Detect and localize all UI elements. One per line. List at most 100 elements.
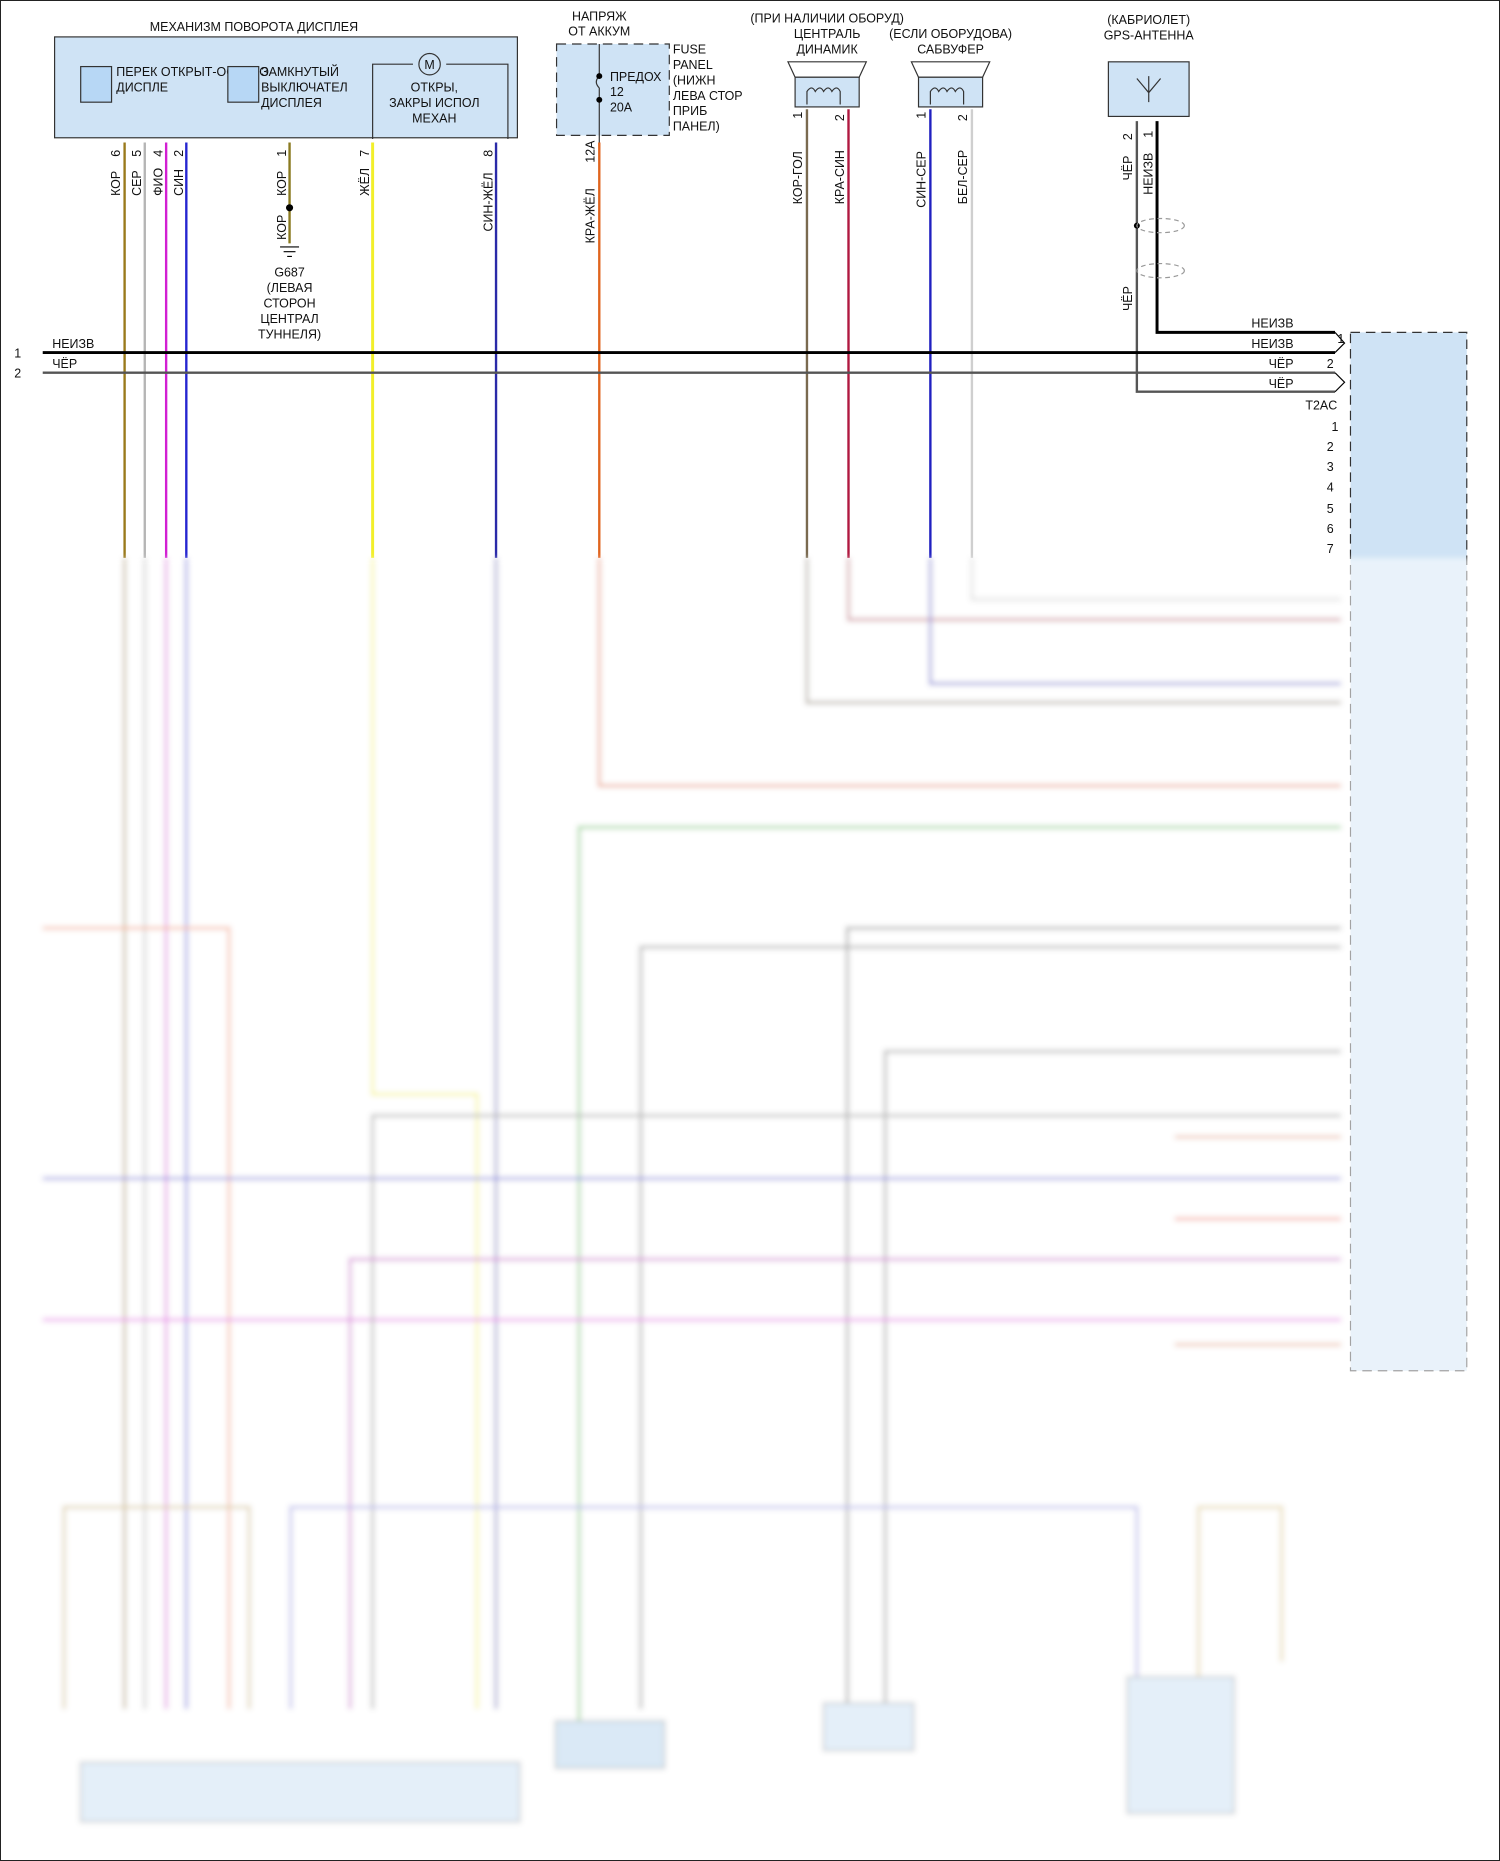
fuse-label: ПРЕДОХ bbox=[610, 70, 662, 84]
battery-title: ОТ АККУМ bbox=[568, 25, 630, 39]
pin-number: 5 bbox=[1327, 502, 1334, 516]
connector-wire-label: ЧЁР bbox=[1269, 377, 1294, 391]
blurred-lower-section bbox=[0, 557, 1500, 1861]
shield-icon bbox=[1136, 217, 1185, 234]
switch2-label: ДИСПЛЕЯ bbox=[261, 96, 322, 110]
mechanism-box bbox=[53, 36, 518, 139]
gps-title: GPS-АНТЕННА bbox=[1104, 28, 1195, 42]
wire-label: СЕР bbox=[130, 170, 144, 196]
motor-icon bbox=[418, 52, 441, 76]
pin-number: 2 bbox=[172, 150, 186, 157]
pin-number: 2 bbox=[956, 114, 970, 121]
ground-label: ТУННЕЛЯ) bbox=[258, 327, 321, 341]
fuse-panel-box bbox=[555, 43, 670, 136]
wire-label: СИН-ЖЁЛ bbox=[481, 172, 495, 231]
bus-wire-label: НЕИЗВ bbox=[52, 337, 94, 351]
ground-label: ЦЕНТРАЛ bbox=[260, 312, 318, 326]
pin-number: 12A bbox=[584, 140, 598, 163]
pin-number: 6 bbox=[109, 150, 123, 157]
speaker-title: ДИНАМИК bbox=[797, 43, 859, 57]
panel-label: (НИЖН bbox=[673, 73, 716, 87]
subwoofer-title: (ЕСЛИ ОБОРУДОВА) bbox=[889, 27, 1012, 41]
pin-number: 1 bbox=[1141, 131, 1155, 138]
mechanism-title: МЕХАНИЗМ ПОВОРОТА ДИСПЛЕЯ bbox=[150, 20, 358, 34]
pin-number: 8 bbox=[481, 150, 495, 157]
switch2-label: ВЫКЛЮЧАТЕЛ bbox=[261, 80, 348, 94]
wire-label: КОР bbox=[275, 171, 289, 196]
subwoofer-title: САБВУФЕР bbox=[917, 43, 984, 57]
pin-number: 1 bbox=[1337, 332, 1344, 346]
pin-number: 4 bbox=[152, 150, 166, 157]
wire-label: ЧЁР bbox=[1121, 156, 1135, 181]
switch2-icon bbox=[227, 65, 260, 103]
pin-number: 4 bbox=[1327, 480, 1334, 494]
pin-number: 1 bbox=[915, 112, 929, 119]
wire-gps-cher bbox=[1135, 121, 1336, 393]
center-speaker: (ПРИ НАЛИЧИИ ОБОРУД) ЦЕНТРАЛЬ ДИНАМИК 1 … bbox=[750, 12, 904, 558]
wire-label: КРА-ЖЁЛ bbox=[584, 188, 598, 243]
motor-label: МЕХАН bbox=[412, 111, 456, 125]
display-mechanism: МЕХАНИЗМ ПОВОРОТА ДИСПЛЕЯ ПЕРЕК ОТКРЫТ-О… bbox=[53, 20, 518, 139]
pin-number: 5 bbox=[130, 150, 144, 157]
wire-label: СИН bbox=[172, 169, 186, 196]
panel-label: ЛЕВА СТОР bbox=[673, 89, 743, 103]
pin-number: 1 bbox=[275, 150, 289, 157]
wire-label: СИН-СЕР bbox=[915, 151, 929, 208]
panel-label: PANEL bbox=[673, 58, 713, 72]
pin-number: 2 bbox=[833, 114, 847, 121]
pin-number: 2 bbox=[1327, 357, 1334, 371]
pin-number: 2 bbox=[1121, 133, 1135, 140]
antenna-icon bbox=[1136, 76, 1162, 103]
t2ac-pins: 1 2 3 4 5 6 7 bbox=[1327, 420, 1339, 556]
pin-number: 7 bbox=[358, 150, 372, 157]
wire-label: КОР-ГОЛ bbox=[791, 151, 805, 204]
connector-wire-label: НЕИЗВ bbox=[1251, 337, 1293, 351]
pin-number: 3 bbox=[1327, 460, 1334, 474]
ground-icon bbox=[280, 246, 300, 258]
wire-label: ЧЁР bbox=[1121, 286, 1135, 311]
panel-label: ПАНЕЛ) bbox=[673, 120, 720, 134]
battery-title: НАПРЯЖ bbox=[572, 9, 627, 23]
speaker-title: ЦЕНТРАЛЬ bbox=[794, 27, 861, 41]
pin-number: 6 bbox=[1327, 522, 1334, 536]
switch1-label: ДИСПЛЕ bbox=[116, 80, 168, 94]
battery-fuse: НАПРЯЖ ОТ АККУМ ПРЕДОХ 12 20A FUSE PANEL… bbox=[555, 9, 743, 558]
ground-g687: КОР G687 (ЛЕВАЯ СТОРОН ЦЕНТРАЛ ТУННЕЛЯ) bbox=[258, 204, 321, 341]
fuse-label: 20A bbox=[610, 101, 633, 115]
panel-label: ПРИБ bbox=[673, 104, 707, 118]
ground-label: G687 bbox=[274, 266, 305, 280]
subwoofer: (ЕСЛИ ОБОРУДОВА) САБВУФЕР 1 2 СИН-СЕР БЕ… bbox=[889, 27, 1012, 558]
switch1-icon bbox=[80, 65, 113, 103]
motor-symbol: M bbox=[424, 58, 434, 72]
fuse-label: 12 bbox=[610, 85, 624, 99]
gps-title: (КАБРИОЛЕТ) bbox=[1107, 13, 1190, 27]
wire-label: НЕИЗВ bbox=[1141, 153, 1155, 195]
pin-number: 2 bbox=[1327, 440, 1334, 454]
motor-label: ЗАКРЫ ИСПОЛ bbox=[389, 96, 480, 110]
connector-wire-label: НЕИЗВ bbox=[1251, 317, 1293, 331]
bus-lines: 1 2 НЕИЗВ ЧЁР bbox=[14, 337, 1336, 380]
wire-label: ЖЁЛ bbox=[358, 168, 372, 196]
ground-label: (ЛЕВАЯ bbox=[267, 281, 313, 295]
panel-label: FUSE bbox=[673, 43, 706, 57]
speaker-icon bbox=[794, 76, 860, 108]
subwoofer-icon bbox=[917, 76, 984, 108]
wire-label: КРА-СИН bbox=[833, 150, 847, 204]
bus-number: 1 bbox=[14, 346, 21, 360]
bus-number: 2 bbox=[14, 366, 21, 380]
wire-label: ФИО bbox=[152, 168, 166, 196]
bus-wire-label: ЧЁР bbox=[52, 357, 77, 371]
ground-wire-label: КОР bbox=[275, 215, 289, 240]
pin-number: 7 bbox=[1327, 542, 1334, 556]
ground-label: СТОРОН bbox=[264, 296, 316, 310]
wire-gps-neizv bbox=[1155, 121, 1336, 334]
fuse-icon bbox=[596, 73, 603, 80]
switch2-label: ЗАМКНУТЫЙ bbox=[261, 64, 339, 79]
pin-number: 1 bbox=[791, 112, 805, 119]
speaker-title: (ПРИ НАЛИЧИИ ОБОРУД) bbox=[750, 12, 904, 26]
motor-label: ОТКРЫ, bbox=[411, 80, 458, 94]
wire-label: БЕЛ-СЕР bbox=[956, 150, 970, 204]
connector-name: T2AC bbox=[1305, 399, 1337, 413]
